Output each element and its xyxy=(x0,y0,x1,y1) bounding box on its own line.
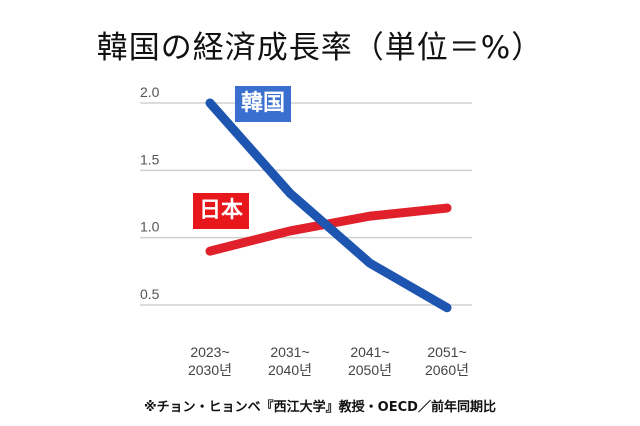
x-tick-label: 2031~ xyxy=(270,344,309,360)
y-tick-label: 1.5 xyxy=(140,151,160,167)
x-tick-label: 2040년 xyxy=(268,362,312,378)
series-label-korea: 韓国 xyxy=(235,86,292,122)
x-tick-label: 2050년 xyxy=(348,362,392,378)
source-note: ※チョン・ヒョンベ『西江大学』教授・OECD／前年同期比 xyxy=(144,400,496,415)
x-tick-label: 2023~ xyxy=(190,344,229,360)
x-tick-label: 2060년 xyxy=(425,362,469,378)
series-label-japan: 日本 xyxy=(193,193,250,229)
y-tick-label: 2.0 xyxy=(140,84,160,100)
series-line-korea xyxy=(205,98,452,313)
x-tick-label: 2030년 xyxy=(188,362,232,378)
x-tick-label: 2041~ xyxy=(350,344,389,360)
y-tick-label: 1.0 xyxy=(140,219,160,235)
chart-title: 韓国の経済成長率（単位＝%） xyxy=(96,30,544,66)
x-tick-label: 2051~ xyxy=(427,344,466,360)
y-tick-label: 0.5 xyxy=(140,286,160,302)
